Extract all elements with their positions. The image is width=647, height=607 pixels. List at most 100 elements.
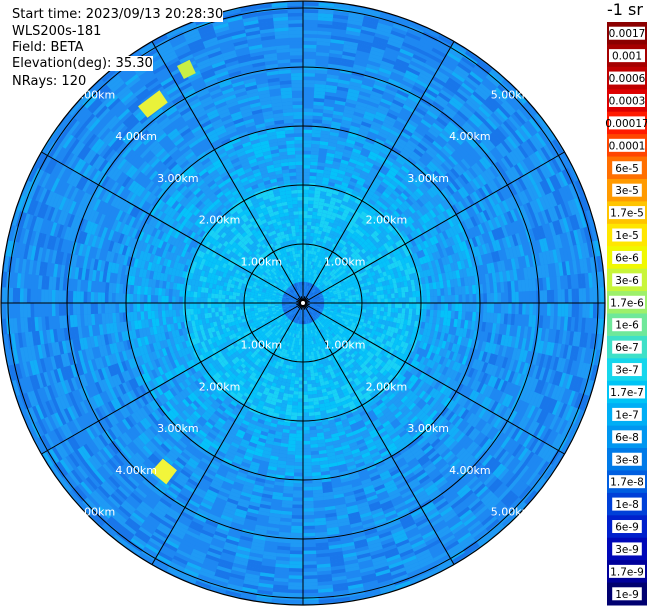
- range-gate-cell: [401, 308, 406, 314]
- range-gate-cell: [303, 83, 315, 88]
- range-gate-cell: [483, 303, 488, 313]
- range-gate-cell: [311, 272, 315, 277]
- range-gate-cell: [325, 192, 333, 197]
- range-gate-cell: [304, 267, 307, 272]
- range-gate-cell: [504, 292, 509, 303]
- range-gate-cell: [347, 19, 363, 26]
- range-gate-cell: [315, 179, 323, 185]
- range-gate-cell: [522, 291, 527, 303]
- range-gate-cell: [433, 303, 438, 311]
- range-gate-cell: [336, 143, 346, 150]
- range-gate-cell: [303, 179, 310, 183]
- range-gate-cell: [341, 155, 351, 162]
- range-gate-cell: [355, 308, 360, 312]
- range-gate-cell: [440, 288, 445, 296]
- range-gate-cell: [315, 52, 330, 57]
- range-gate-cell: [324, 217, 331, 223]
- range-gate-cell: [455, 294, 459, 303]
- range-gate-cell: [335, 96, 347, 103]
- range-gate-cell: [380, 294, 385, 299]
- range-gate-cell: [305, 246, 309, 251]
- range-gate-cell: [304, 288, 306, 293]
- range-gate-cell: [404, 286, 409, 293]
- range-gate-cell: [461, 285, 466, 295]
- range-gate-cell: [400, 313, 406, 320]
- range-gate-cell: [366, 306, 371, 311]
- range-gate-cell: [335, 198, 343, 204]
- range-gate-cell: [330, 38, 345, 45]
- range-gate-cell: [334, 201, 342, 208]
- range-gate-cell: [303, 225, 308, 229]
- range-gate-cell: [303, 104, 314, 109]
- range-gate-cell: [320, 234, 325, 240]
- range-gate-cell: [377, 70, 391, 79]
- range-gate-cell: [332, 17, 348, 24]
- range-gate-cell: [387, 307, 392, 313]
- range-gate-cell: [303, 207, 309, 212]
- range-gate-cell: [317, 162, 326, 167]
- range-gate-cell: [333, 220, 339, 226]
- range-gate-cell: [303, 239, 307, 243]
- range-gate-cell: [313, 265, 317, 270]
- range-gate-cell: [329, 174, 337, 180]
- range-gate-cell: [412, 291, 417, 298]
- range-gate-cell: [315, 69, 328, 75]
- range-gate-cell: [335, 213, 342, 219]
- range-gate-cell: [409, 303, 413, 309]
- range-gate-cell: [515, 303, 519, 315]
- range-gate-cell: [309, 279, 312, 284]
- range-gate-cell: [525, 291, 530, 303]
- range-gate-cell: [314, 226, 320, 231]
- range-gate-cell: [342, 197, 350, 203]
- range-gate-cell: [317, 20, 333, 25]
- range-gate-cell: [325, 156, 334, 162]
- range-gate-cell: [508, 292, 512, 303]
- range-gate-cell: [328, 233, 334, 239]
- range-gate-cell: [303, 175, 310, 180]
- range-gate-cell: [322, 239, 328, 244]
- range-gate-cell: [381, 57, 396, 66]
- range-gate-cell: [355, 104, 367, 112]
- range-gate-cell: [338, 75, 351, 82]
- range-gate-cell: [312, 112, 323, 117]
- range-gate-cell: [318, 201, 325, 207]
- range-gate-cell: [341, 305, 346, 308]
- range-gate-cell: [310, 372, 315, 377]
- range-gate-cell: [357, 43, 372, 50]
- range-gate-cell: [341, 54, 356, 61]
- range-gate-cell: [331, 121, 342, 127]
- range-gate-cell: [462, 294, 466, 303]
- range-gate-cell: [309, 275, 312, 280]
- range-gate-cell: [348, 180, 357, 187]
- range-gate-cell: [323, 105, 335, 111]
- range-gate-cell: [323, 102, 335, 108]
- range-gate-cell: [308, 351, 312, 356]
- range-gate-cell: [329, 230, 335, 236]
- range-gate-cell: [331, 117, 343, 123]
- range-gate-cell: [317, 208, 323, 213]
- range-gate-cell: [312, 393, 318, 399]
- range-gate-cell: [304, 285, 306, 290]
- range-gate-cell: [355, 297, 360, 301]
- range-gate-cell: [314, 186, 322, 192]
- range-gate-cell: [367, 60, 381, 68]
- range-gate-cell: [339, 126, 350, 133]
- range-gate-cell: [394, 307, 399, 313]
- range-gate-cell: [303, 122, 313, 127]
- range-gate-cell: [325, 214, 332, 219]
- range-gate-cell: [334, 100, 346, 106]
- range-gate-cell: [316, 169, 325, 174]
- range-gate-cell: [327, 145, 337, 151]
- range-gate-cell: [303, 210, 308, 215]
- range-gate-cell: [305, 278, 307, 283]
- range-gate-cell: [405, 291, 410, 298]
- range-gate-cell: [375, 314, 380, 320]
- range-gate-cell: [342, 47, 357, 54]
- range-gate-cell: [378, 67, 392, 75]
- range-gate-cell: [351, 308, 356, 312]
- range-gate-cell: [324, 243, 329, 249]
- range-gate-cell: [375, 286, 380, 292]
- range-gate-cell: [312, 390, 318, 395]
- range-gate-cell: [371, 87, 385, 95]
- range-gate-cell: [330, 171, 338, 177]
